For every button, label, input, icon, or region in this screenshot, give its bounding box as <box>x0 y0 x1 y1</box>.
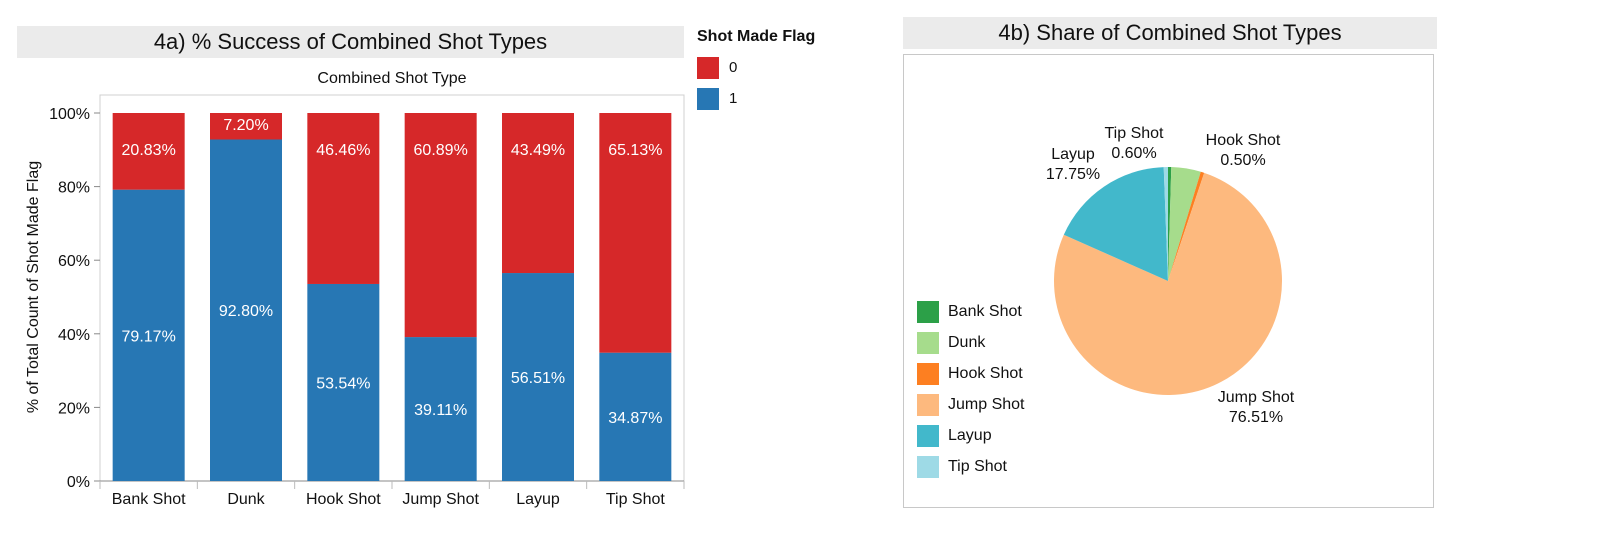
pie-label-line: Tip Shot <box>1105 125 1165 142</box>
legend-label: Bank Shot <box>948 302 1022 320</box>
legend-item: 0 <box>697 52 815 83</box>
pie-slice-bank-shot <box>1168 167 1172 281</box>
legend-label: Tip Shot <box>948 457 1007 475</box>
legend-label: 1 <box>729 90 738 107</box>
pie-chart-frame <box>903 54 1434 508</box>
bar-data-label: 43.49% <box>511 142 565 159</box>
bar-data-label: 92.80% <box>219 303 273 320</box>
bar-segment-1 <box>210 139 282 481</box>
y-axis-label: % of Total Count of Shot Made Flag <box>25 161 42 413</box>
bar-segment-0 <box>112 113 185 190</box>
x-tick-label: Jump Shot <box>402 491 479 508</box>
legend-item: Dunk <box>917 327 1024 358</box>
legend-label: Dunk <box>948 333 986 351</box>
legend-swatch <box>917 331 939 354</box>
bar-segment-0 <box>502 113 574 274</box>
legend-label: Layup <box>948 426 992 444</box>
bar-data-label: 39.11% <box>414 402 467 419</box>
pie-label-line: Hook Shot <box>1206 132 1281 149</box>
legend-title: Shot Made Flag <box>697 28 816 45</box>
bar-data-label: 7.20% <box>223 117 268 134</box>
bar-data-label: 56.51% <box>511 370 565 387</box>
pie-label-line: 0.60% <box>1111 145 1156 162</box>
legend-swatch <box>917 393 939 416</box>
x-tick-label: Dunk <box>227 491 265 508</box>
bar-data-label: 60.89% <box>414 142 468 159</box>
chart-a-title: 4a) % Success of Combined Shot Types <box>17 26 684 58</box>
pie-label-line: 76.51% <box>1229 409 1283 426</box>
pie-data-label: Hook Shot 0.50% <box>1206 132 1281 169</box>
chart-b-title: 4b) Share of Combined Shot Types <box>903 17 1437 49</box>
stacked-bar-chart: Combined Shot Type 0% 20% 40% 60% 80% 100% % of… <box>25 70 685 508</box>
pie-label-line: 17.75% <box>1046 166 1100 183</box>
bar-data-label: 20.83% <box>122 142 176 159</box>
y-tick-label: 40% <box>58 327 90 344</box>
pie-label-line: Layup <box>1051 146 1095 163</box>
legend-swatch <box>917 424 939 447</box>
column-header: Combined Shot Type <box>317 70 466 87</box>
pie-data-label: Jump Shot 76.51% <box>1218 389 1295 426</box>
pie-slice-tip-shot <box>1163 167 1168 281</box>
bar-data-label: 65.13% <box>608 142 662 159</box>
pie-slice-dunk <box>1168 167 1201 281</box>
bar-segment-0 <box>307 113 380 284</box>
pie-label-line: Jump Shot <box>1218 389 1295 406</box>
pie-slice-jump-shot <box>1054 172 1282 395</box>
legend-item: Bank Shot <box>917 296 1024 327</box>
pie-slice-hook-shot <box>1168 171 1205 281</box>
bar-segment-0 <box>404 113 477 338</box>
x-tick-label: Layup <box>516 491 560 508</box>
y-tick-label: 80% <box>58 180 90 197</box>
legend-swatch <box>697 56 719 79</box>
shot-type-legend: Bank Shot Dunk Hook Shot Jump Shot Layup Tip … <box>917 296 1024 482</box>
bar-segment-1 <box>307 283 380 481</box>
y-tick-label: 0% <box>67 474 90 491</box>
pie-data-label: Layup 17.75% <box>1046 146 1100 183</box>
legend-swatch <box>697 87 719 110</box>
legend-swatch <box>917 300 939 323</box>
y-tick-label: 100% <box>49 106 90 123</box>
legend-item: 1 <box>697 83 815 114</box>
legend-label: Jump Shot <box>948 395 1025 413</box>
bar-segment-0 <box>599 113 672 353</box>
bar-segment-1 <box>502 273 574 481</box>
legend-item: Hook Shot <box>917 358 1024 389</box>
legend-swatch <box>917 362 939 385</box>
y-tick-label: 60% <box>58 253 90 270</box>
bar-data-label: 53.54% <box>316 375 370 392</box>
x-tick-label: Bank Shot <box>112 491 186 508</box>
bar-data-label: 46.46% <box>316 142 370 159</box>
bar-segment-0 <box>210 113 282 140</box>
bar-segment-1 <box>112 189 185 481</box>
legend-swatch <box>917 455 939 478</box>
pie-label-line: 0.50% <box>1220 152 1265 169</box>
pie-data-label: Tip Shot 0.60% <box>1105 125 1165 162</box>
legend-label: Hook Shot <box>948 364 1023 382</box>
shot-made-flag-legend: Shot Made Flag 0 1 <box>697 28 815 114</box>
legend-item: Jump Shot <box>917 389 1024 420</box>
x-tick-label: Tip Shot <box>606 491 666 508</box>
bar-data-label: 34.87% <box>608 410 662 427</box>
pie-slice-layup <box>1063 167 1168 281</box>
legend-label: 0 <box>729 59 738 76</box>
y-tick-label: 20% <box>58 400 90 417</box>
bar-segment-1 <box>599 352 672 481</box>
x-tick-label: Hook Shot <box>306 491 381 508</box>
legend-item: Layup <box>917 420 1024 451</box>
bar-segment-1 <box>404 337 477 481</box>
legend-item: Tip Shot <box>917 451 1024 482</box>
bar-data-label: 79.17% <box>122 328 176 345</box>
